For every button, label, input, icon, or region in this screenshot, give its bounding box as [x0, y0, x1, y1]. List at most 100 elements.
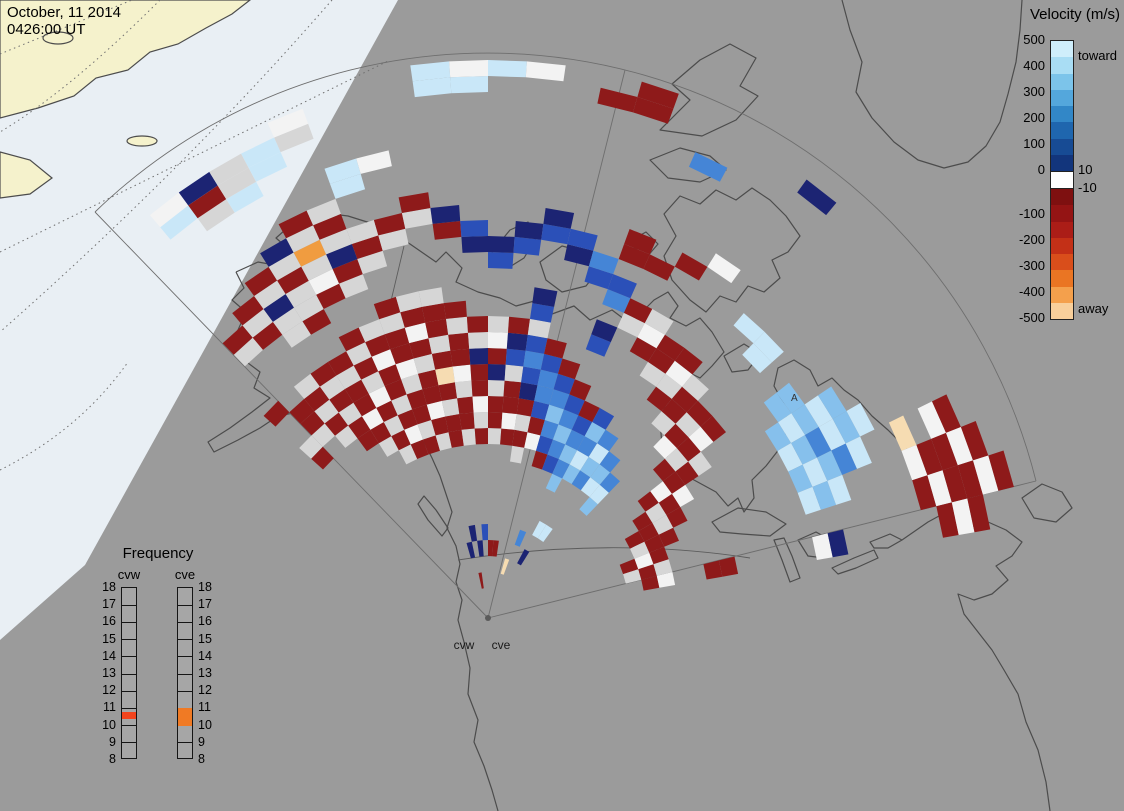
- velocity-cell: [488, 316, 510, 333]
- velocity-cell: [452, 364, 472, 383]
- velocity-cell: [591, 319, 618, 343]
- frequency-tick-label: 15: [198, 631, 212, 646]
- velocity-cell: [662, 471, 686, 494]
- velocity-cell: [293, 373, 320, 399]
- velocity-cell: [384, 327, 410, 350]
- velocity-cell: [149, 192, 189, 228]
- velocity-cell: [942, 465, 968, 503]
- velocity-cell: [488, 380, 505, 397]
- velocity-cell: [525, 61, 566, 82]
- velocity-cell: [791, 404, 819, 435]
- velocity-cell: [653, 435, 677, 459]
- velocity-cell: [492, 540, 499, 557]
- velocity-cell: [506, 332, 528, 351]
- velocity-cell: [675, 461, 699, 485]
- map-annotation: A: [791, 393, 798, 404]
- velocity-cell: [226, 181, 264, 213]
- velocity-cell: [656, 334, 685, 361]
- velocity-cell: [311, 423, 335, 447]
- velocity-cell: [241, 137, 281, 168]
- velocity-cell: [188, 185, 227, 219]
- velocity-cell: [623, 569, 642, 584]
- velocity-cell: [946, 427, 973, 466]
- velocity-cell: [294, 294, 324, 322]
- velocity-cell: [267, 108, 309, 138]
- velocity-cell: [707, 253, 741, 284]
- velocity-cell: [832, 411, 861, 444]
- velocity-cell: [549, 389, 570, 410]
- velocity-cell: [222, 325, 253, 355]
- velocity-cell: [597, 87, 638, 113]
- velocity-cell: [324, 412, 349, 436]
- radar-label-cve: cve: [492, 638, 511, 652]
- velocity-colorbar-segment: [1051, 302, 1073, 319]
- graticule-arc: [0, 0, 333, 333]
- frequency-tick-label: 9: [198, 734, 205, 749]
- velocity-cell: [397, 409, 418, 430]
- velocity-cell: [286, 225, 320, 253]
- frequency-legend: Frequency cvw 18 17 16 15 14 13 12 11 10 9 8 cve 18 17…: [90, 545, 226, 780]
- velocity-cell: [353, 356, 379, 380]
- velocity-cell: [514, 221, 544, 240]
- velocity-cell: [488, 364, 506, 381]
- velocity-zero-plus-label: 10: [1078, 162, 1093, 177]
- velocity-cell: [197, 199, 235, 232]
- velocity-cell: [390, 343, 414, 365]
- velocity-cell: [409, 338, 432, 359]
- velocity-cell: [457, 396, 474, 414]
- velocity-cell: [644, 309, 674, 335]
- velocity-cell: [308, 269, 340, 295]
- velocity-cell: [514, 529, 527, 547]
- velocity-cell: [356, 150, 392, 174]
- velocity-cell: [501, 412, 517, 430]
- velocity-cell: [643, 254, 675, 281]
- velocity-cell: [395, 291, 422, 313]
- velocity-cell: [664, 448, 689, 472]
- velocity-cell: [753, 331, 784, 363]
- velocity-cell: [545, 473, 563, 493]
- us-canada-border: [457, 547, 751, 561]
- velocity-cell: [319, 375, 345, 400]
- velocity-cell: [597, 429, 619, 452]
- velocity-cell: [313, 213, 347, 240]
- velocity-cell: [335, 425, 358, 448]
- velocity-cell: [282, 321, 311, 348]
- velocity-cell: [927, 470, 952, 507]
- velocity-cell: [461, 428, 476, 446]
- frequency-bar-tick: [122, 673, 136, 675]
- velocity-cell: [277, 266, 309, 294]
- velocity-cell: [645, 502, 667, 523]
- velocity-cell: [508, 316, 530, 335]
- velocity-cell: [293, 239, 327, 267]
- velocity-cell: [812, 533, 833, 560]
- velocity-cell: [675, 412, 701, 438]
- velocity-cell: [274, 123, 314, 153]
- velocity-cell: [630, 541, 650, 559]
- velocity-colorbar-segment: [1051, 122, 1073, 139]
- velocity-cell: [656, 373, 683, 399]
- velocity-cell: [336, 365, 362, 389]
- radar-site-marker: [485, 615, 491, 621]
- velocity-cell: [818, 419, 846, 451]
- velocity-cell: [301, 254, 333, 281]
- arctic-east-coast: [235, 211, 1051, 811]
- frequency-bar-tick: [122, 604, 136, 606]
- velocity-cell: [450, 348, 471, 367]
- velocity-cell: [846, 403, 875, 437]
- velocity-cell: [330, 173, 366, 199]
- velocity-cell: [406, 389, 427, 410]
- velocity-cell: [534, 385, 554, 405]
- velocity-cell: [812, 480, 837, 510]
- velocity-cell: [473, 412, 488, 429]
- velocity-cell: [339, 274, 369, 299]
- velocity-cell: [449, 60, 488, 78]
- velocity-cell: [624, 531, 645, 549]
- velocity-cell: [378, 364, 402, 386]
- velocity-cell: [584, 422, 606, 444]
- velocity-cell: [344, 379, 369, 403]
- velocity-cell: [413, 353, 436, 374]
- velocity-cell: [423, 435, 440, 455]
- velocity-cell: [518, 382, 538, 401]
- daylight-landmass: [0, 0, 251, 199]
